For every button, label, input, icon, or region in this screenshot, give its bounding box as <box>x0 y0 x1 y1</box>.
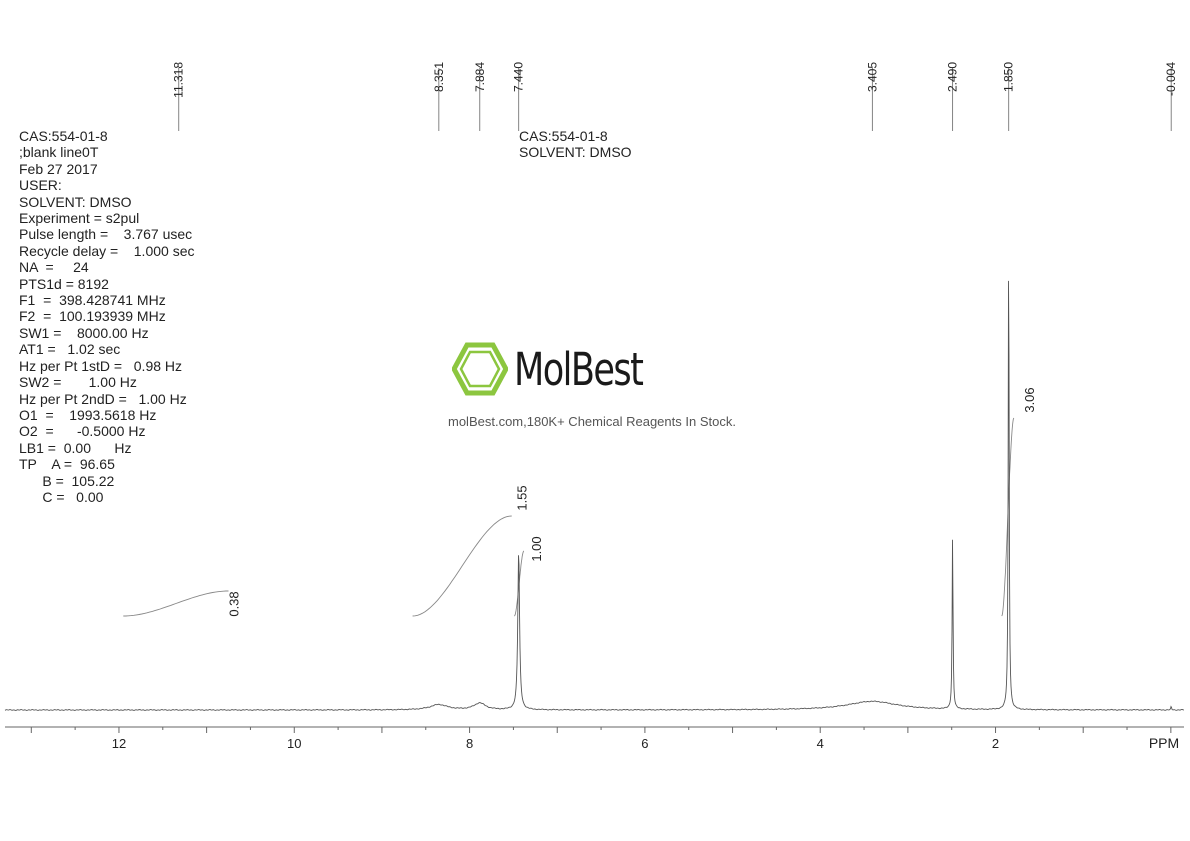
parameter-line: USER: <box>19 177 62 194</box>
parameter-line: SW1 = 8000.00 Hz <box>19 324 149 341</box>
parameter-line: Hz per Pt 2ndD = 1.00 Hz <box>19 390 187 407</box>
integral-label: 1.55 <box>515 485 530 510</box>
parameter-line: Pulse length = 3.767 usec <box>19 226 193 243</box>
parameter-line: LB1 = 0.00 Hz <box>19 439 132 456</box>
parameter-line: CAS:554-01-8 <box>19 128 108 144</box>
parameter-line: NA = 24 <box>19 259 89 276</box>
parameter-line: AT1 = 1.02 sec <box>19 341 121 358</box>
integral-curve <box>412 515 512 617</box>
x-tick-label: 4 <box>817 736 824 751</box>
parameter-line: SW2 = 1.00 Hz <box>19 374 137 391</box>
x-tick-label: 2 <box>992 736 999 751</box>
peak-label: 11.318 <box>172 62 186 98</box>
parameter-line: O1 = 1993.5618 Hz <box>19 406 157 423</box>
parameter-line: O2 = -0.5000 Hz <box>19 423 146 440</box>
parameter-line: F1 = 398.428741 MHz <box>19 292 166 309</box>
parameter-line: B = 105.22 <box>19 472 115 489</box>
integral-group: 0.38 1.55 1.00 3.06 <box>123 387 1037 617</box>
integral-label: 3.06 <box>1022 387 1037 412</box>
logo-wordmark: MolBest <box>514 342 644 396</box>
peak-label-group: 11.318 8.351 7.884 7.440 3.405 2.490 1.850 -0.0… <box>172 62 1178 131</box>
parameter-line: F2 = 100.193939 MHz <box>19 308 166 325</box>
x-axis-label: PPM <box>1149 735 1179 751</box>
peak-label: 8.351 <box>432 62 446 92</box>
x-tick-label: 8 <box>466 736 473 751</box>
x-tick-label: 12 <box>112 736 126 751</box>
spectrum-trace <box>4 280 1184 711</box>
acquisition-parameters: CAS:554-01-8 ;blank line0T Feb 27 2017 USER… <box>19 128 195 505</box>
sample-solvent: SOLVENT: DMSO <box>519 144 632 161</box>
parameter-line: TP A = 96.65 <box>19 456 115 473</box>
peak-label: -0.004 <box>1164 62 1178 96</box>
logo-tagline: molBest.com,180K+ Chemical Reagents In S… <box>448 414 736 429</box>
x-tick-label: 6 <box>641 736 648 751</box>
peak-label: 2.490 <box>946 62 960 92</box>
parameter-line: ;blank line0T <box>19 144 99 161</box>
parameter-line: Feb 27 2017 <box>19 160 98 177</box>
peak-label: 7.440 <box>512 62 526 92</box>
peak-label: 1.850 <box>1002 62 1016 92</box>
parameter-line: PTS1d = 8192 <box>19 275 109 292</box>
integral-curve <box>123 590 229 617</box>
parameter-line: Hz per Pt 1stD = 0.98 Hz <box>19 357 183 374</box>
x-axis-ticks: 12 10 8 6 4 2 <box>30 727 1172 751</box>
peak-label: 7.884 <box>473 62 487 92</box>
integral-label: 0.38 <box>227 591 242 616</box>
sample-info: CAS:554-01-8 SOLVENT: DMSO <box>519 128 632 161</box>
peak-label: 3.405 <box>865 62 879 92</box>
benzene-ring-icon <box>452 342 508 396</box>
x-tick-label: 10 <box>287 736 301 751</box>
parameter-line: C = 0.00 <box>19 488 104 505</box>
parameter-line: Recycle delay = 1.000 sec <box>19 242 195 259</box>
parameter-line: Experiment = s2pul <box>19 210 140 227</box>
molbest-logo: MolBest <box>452 342 679 396</box>
sample-cas: CAS:554-01-8 <box>519 128 608 144</box>
parameter-line: SOLVENT: DMSO <box>19 193 132 210</box>
integral-label: 1.00 <box>529 536 544 561</box>
